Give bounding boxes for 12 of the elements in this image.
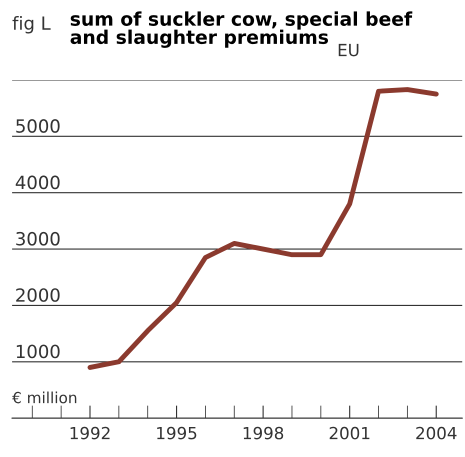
text: fig L [12,16,51,34]
y-tick-label: 3000 [16,232,60,246]
y-tick-label: 1000 [16,344,60,358]
x-tick-label: 1992 [70,426,110,440]
x-tick-label: 1995 [157,426,196,440]
y-tick-label: 5000 [16,119,60,133]
y-axis-title: € million [12,392,76,404]
x-tick-label: 2004 [416,426,457,440]
x-tick-label: 1998 [244,426,284,440]
x-tick-label: 2001 [330,426,370,440]
y-tick-label: 2000 [16,288,60,302]
y-tick-label: 4000 [16,176,60,190]
